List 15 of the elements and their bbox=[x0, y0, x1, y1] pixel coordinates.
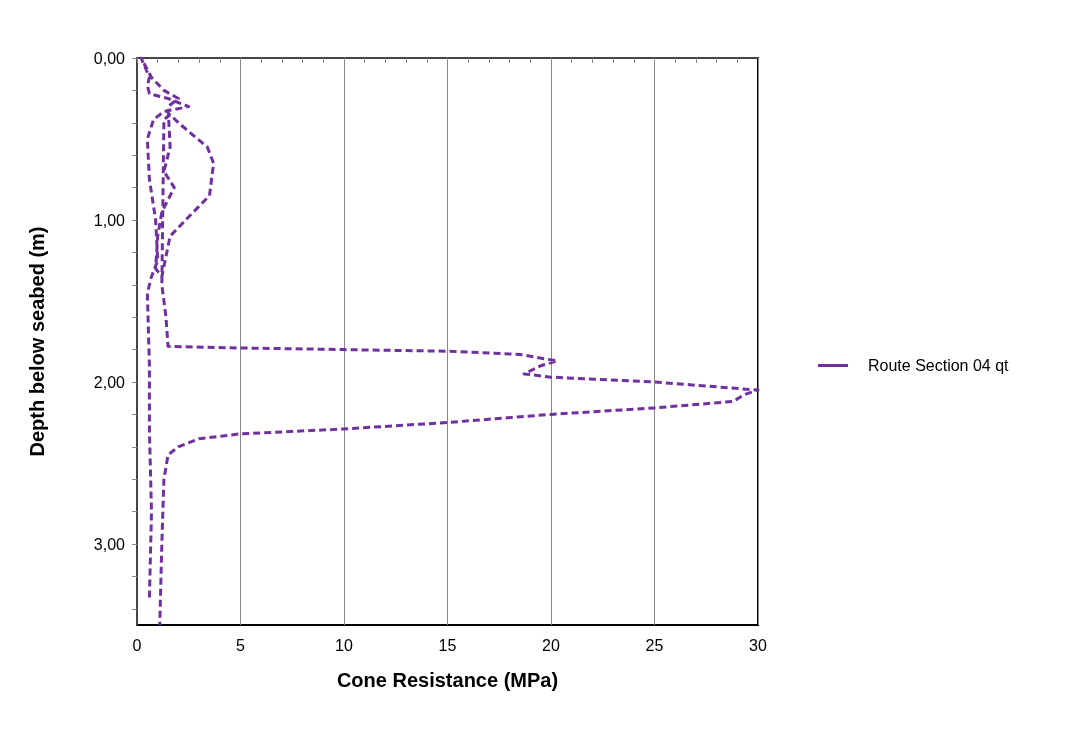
y-tick-label: 3,00 bbox=[93, 535, 126, 553]
x-tick-label: 30 bbox=[749, 636, 767, 654]
x-tick-label: 10 bbox=[335, 636, 353, 654]
x-axis-title: Cone Resistance (MPa) bbox=[336, 669, 559, 691]
y-axis-title: Depth below seabed (m) bbox=[26, 226, 48, 457]
legend-label: Route Section 04 qt bbox=[868, 357, 1010, 374]
line-series bbox=[139, 56, 760, 627]
x-tick-label: 20 bbox=[542, 636, 560, 654]
y-tick-label: 2,00 bbox=[93, 373, 126, 391]
y-tick-label: 0,00 bbox=[93, 49, 126, 67]
x-tick-label: 0 bbox=[132, 636, 142, 654]
y-tick-label: 1,00 bbox=[93, 211, 126, 229]
x-tick-label: 25 bbox=[645, 636, 664, 654]
x-tick-label: 5 bbox=[236, 636, 246, 654]
x-tick-label: 15 bbox=[438, 636, 457, 654]
